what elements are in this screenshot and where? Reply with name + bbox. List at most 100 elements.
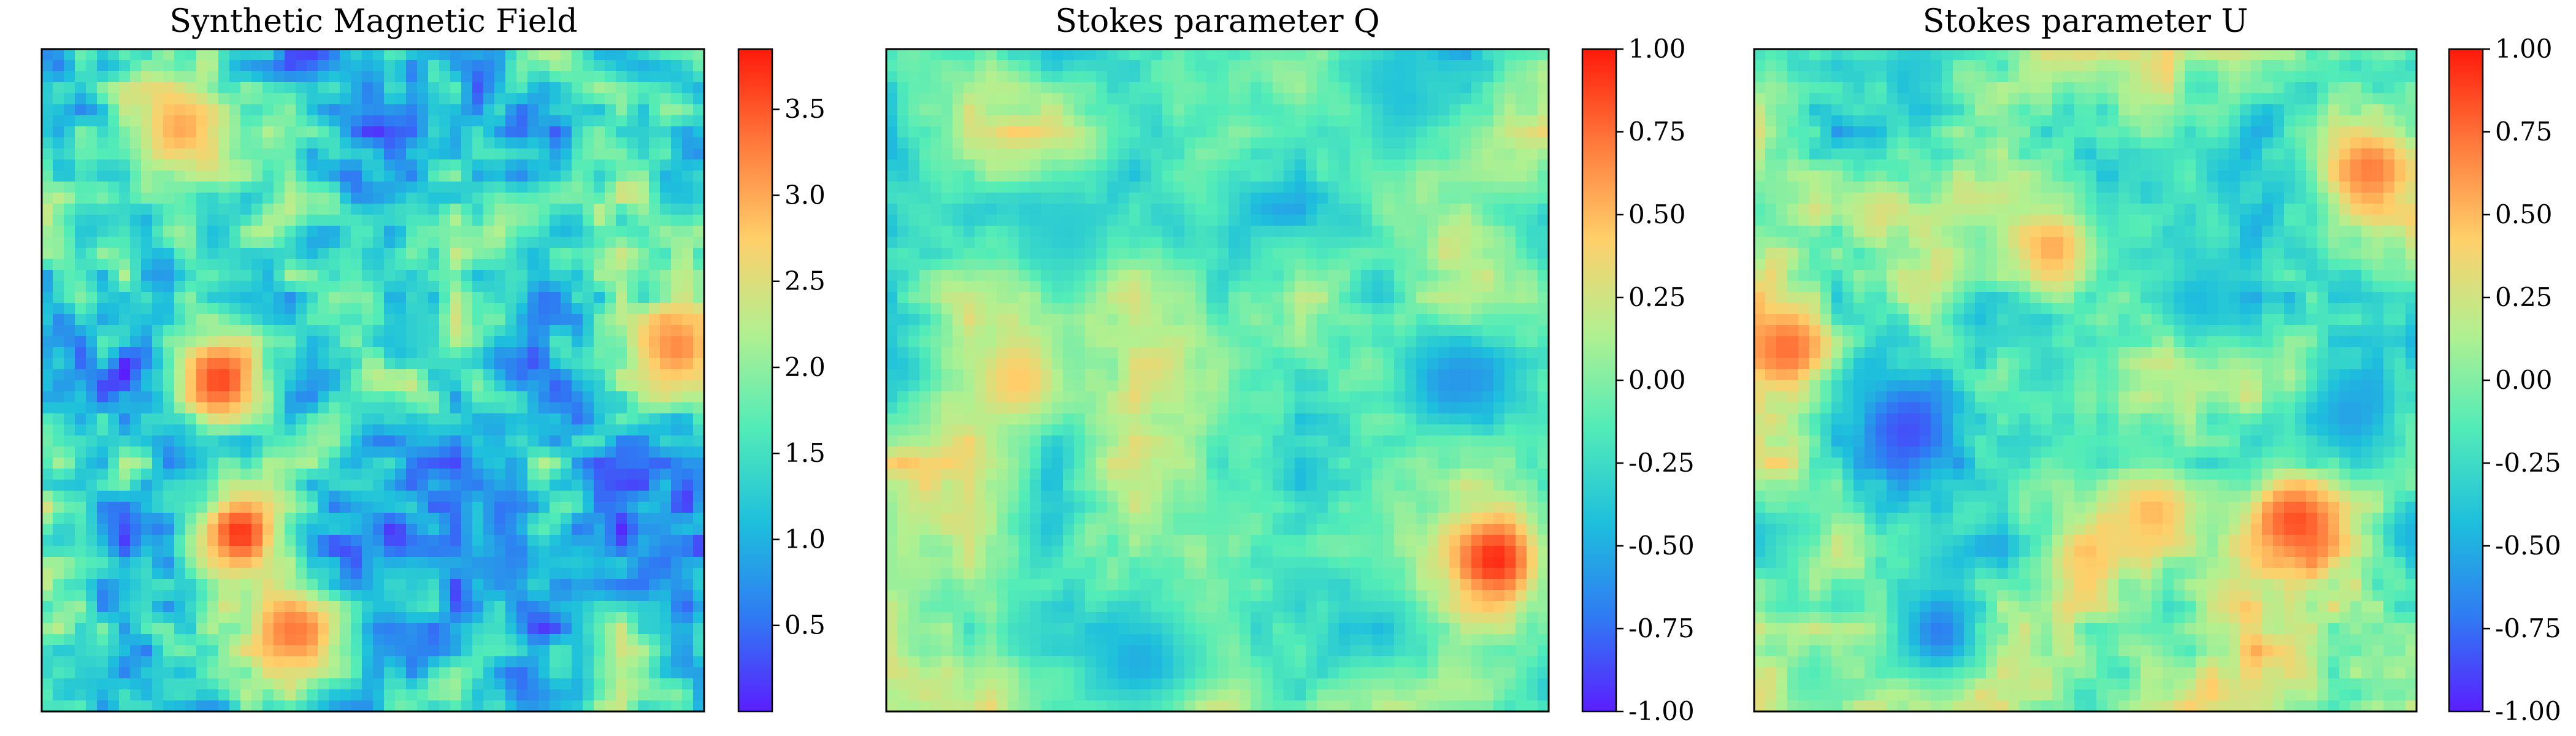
heatmap-cell — [362, 424, 374, 436]
heatmap-cell — [417, 391, 429, 403]
heatmap-cell — [1107, 126, 1119, 138]
heatmap-cell — [439, 579, 451, 591]
heatmap-cell — [263, 325, 274, 337]
heatmap-cell — [682, 380, 694, 392]
heatmap-cell — [986, 60, 997, 72]
heatmap-cell — [561, 458, 572, 469]
heatmap-cell — [461, 667, 473, 679]
heatmap-cell — [472, 435, 484, 447]
heatmap-cell — [207, 237, 219, 248]
heatmap-cell — [1295, 182, 1306, 193]
heatmap-cell — [1063, 171, 1075, 182]
heatmap-cell — [86, 678, 98, 690]
heatmap-cell — [616, 347, 627, 359]
heatmap-cell — [53, 634, 64, 646]
heatmap-cell — [505, 93, 517, 105]
heatmap-cell — [251, 148, 263, 160]
heatmap-cell — [975, 93, 986, 105]
heatmap-cell — [693, 171, 705, 182]
heatmap-cell — [908, 292, 920, 304]
heatmap-cell — [428, 204, 440, 215]
heatmap-cell — [207, 137, 219, 149]
heatmap-cell — [108, 259, 120, 270]
heatmap-cell — [527, 126, 539, 138]
heatmap-cell — [362, 49, 374, 61]
heatmap-cell — [483, 325, 495, 337]
heatmap-cell — [196, 49, 208, 61]
heatmap-cell — [1295, 248, 1306, 259]
heatmap-cell — [119, 689, 131, 701]
heatmap-cell — [185, 557, 197, 569]
heatmap-cell — [428, 292, 440, 304]
heatmap-cell — [964, 259, 975, 270]
heatmap-cell — [296, 314, 307, 326]
heatmap-cell — [1405, 148, 1417, 160]
heatmap-cell — [53, 171, 64, 182]
heatmap-cell — [86, 270, 98, 282]
heatmap-cell — [1140, 93, 1152, 105]
heatmap-cell — [1295, 93, 1306, 105]
heatmap-cell — [660, 325, 672, 337]
heatmap-cell — [340, 678, 351, 690]
heatmap-cell — [605, 557, 616, 569]
heatmap-cell — [997, 137, 1008, 149]
heatmap-cell — [274, 568, 285, 580]
heatmap-cell — [207, 623, 219, 635]
heatmap-cell — [119, 579, 131, 591]
heatmap-cell — [318, 49, 329, 61]
heatmap-cell — [53, 623, 64, 635]
heatmap-cell — [1383, 215, 1395, 226]
heatmap-cell — [693, 579, 705, 591]
heatmap-cell — [163, 458, 175, 469]
heatmap-cell — [1217, 115, 1229, 127]
heatmap-cell — [472, 413, 484, 425]
heatmap-cell — [274, 458, 285, 469]
heatmap-cell — [583, 391, 594, 403]
heatmap-cell — [64, 159, 75, 171]
heatmap-cell — [351, 524, 362, 535]
heatmap-cell — [119, 60, 131, 72]
heatmap-cell — [373, 60, 385, 72]
heatmap-cell — [1438, 82, 1450, 94]
heatmap-cell — [406, 546, 418, 558]
heatmap-cell — [285, 82, 296, 94]
heatmap-cell — [64, 292, 75, 304]
heatmap-cell — [671, 182, 683, 193]
heatmap-cell — [483, 601, 495, 613]
heatmap-cell — [483, 259, 495, 270]
heatmap-cell — [229, 325, 241, 337]
heatmap-cell — [461, 314, 473, 326]
heatmap-cell — [439, 480, 451, 491]
heatmap-cell — [428, 325, 440, 337]
heatmap-cell — [373, 656, 385, 668]
heatmap-cell — [428, 645, 440, 657]
heatmap-cell — [196, 126, 208, 138]
heatmap-cell — [682, 645, 694, 657]
heatmap-cell — [1162, 93, 1174, 105]
heatmap-cell — [141, 469, 153, 480]
heatmap-cell — [108, 171, 120, 182]
heatmap-cell — [285, 292, 296, 304]
heatmap-cell — [572, 71, 583, 83]
heatmap-cell — [1438, 281, 1450, 293]
heatmap-cell — [362, 557, 374, 569]
heatmap-cell — [329, 491, 340, 502]
heatmap-cell — [130, 60, 142, 72]
heatmap-cell — [1096, 259, 1108, 270]
heatmap-cell — [964, 226, 975, 237]
heatmap-cell — [263, 546, 274, 558]
heatmap-cell — [296, 93, 307, 105]
heatmap-cell — [1460, 226, 1472, 237]
heatmap-cell — [384, 325, 396, 337]
heatmap-cell — [163, 402, 175, 414]
heatmap-cell — [130, 458, 142, 469]
heatmap-cell — [318, 93, 329, 105]
heatmap-cell — [1008, 82, 1019, 94]
heatmap-cell — [406, 469, 418, 480]
heatmap-cell — [1129, 259, 1141, 270]
heatmap-cell — [229, 513, 241, 524]
heatmap-cell — [75, 71, 86, 83]
heatmap-cell — [340, 513, 351, 524]
heatmap-cell — [229, 226, 241, 237]
heatmap-cell — [483, 82, 495, 94]
